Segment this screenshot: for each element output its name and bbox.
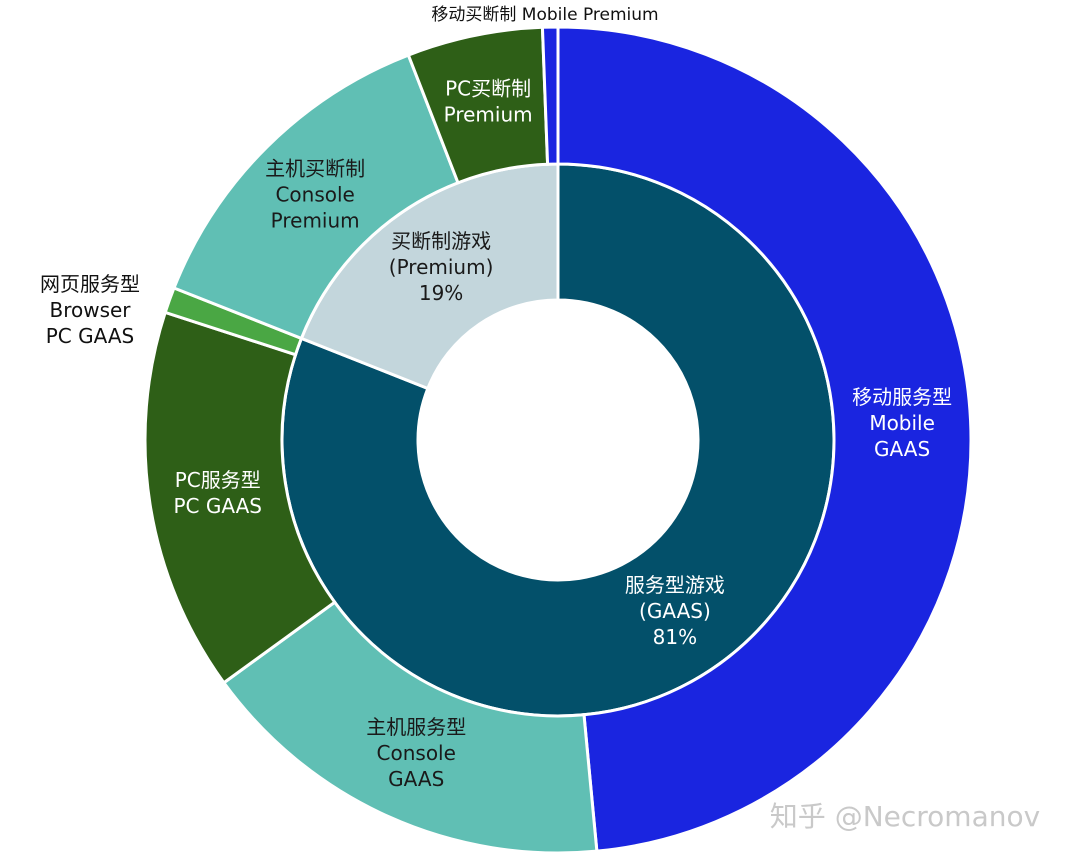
slice-label: PC服务型 PC GAAS	[173, 467, 262, 517]
slice-label: 服务型游戏(GAAS) 81%	[625, 573, 725, 649]
label-line: Browser	[49, 298, 131, 322]
watermark: 知乎 @Necromanov	[770, 800, 1040, 833]
slice-label: 主机服务型 Console GAAS	[366, 714, 466, 790]
label-line: (GAAS)	[639, 599, 711, 623]
slice-label: 主机买断制 Console Premium	[265, 156, 365, 232]
label-line: 网页服务型	[40, 272, 140, 296]
donut-slice	[556, 25, 973, 853]
slice-label: 移动买断制 Mobile Premium	[431, 5, 658, 25]
label-line: PC GAAS	[46, 324, 135, 348]
label-line: 服务型游戏	[625, 573, 725, 597]
label-line: Console	[377, 740, 456, 764]
label-line: Premium	[444, 102, 533, 126]
label-line: PC服务型	[175, 467, 261, 491]
label-line: GAAS	[388, 766, 444, 790]
label-line: Premium	[271, 208, 360, 232]
label-line: Mobile	[869, 410, 935, 434]
slice-label: 移动服务型 Mobile GAAS	[852, 384, 952, 460]
label-line: PC买断制	[445, 76, 531, 100]
donut-slice	[221, 600, 599, 855]
slice-label: 网页服务型 Browser PC GAAS	[40, 272, 140, 348]
label-line: 移动买断制 Mobile Premium	[431, 5, 658, 25]
label-line: 81%	[653, 625, 697, 649]
slice-label: 买断制游戏(Premium) 19%	[389, 228, 494, 304]
label-line: (Premium)	[389, 254, 494, 278]
label-line: 主机服务型	[366, 714, 466, 738]
label-line: GAAS	[874, 436, 930, 460]
label-line: Console	[275, 182, 354, 206]
label-line: 19%	[419, 280, 463, 304]
label-line: 买断制游戏	[391, 228, 491, 252]
label-line: 移动服务型	[852, 384, 952, 408]
donut-slice	[540, 25, 560, 166]
slice-label: PC买断制 Premium	[444, 76, 533, 126]
label-line: 主机买断制	[265, 156, 365, 180]
label-line: PC GAAS	[173, 493, 262, 517]
